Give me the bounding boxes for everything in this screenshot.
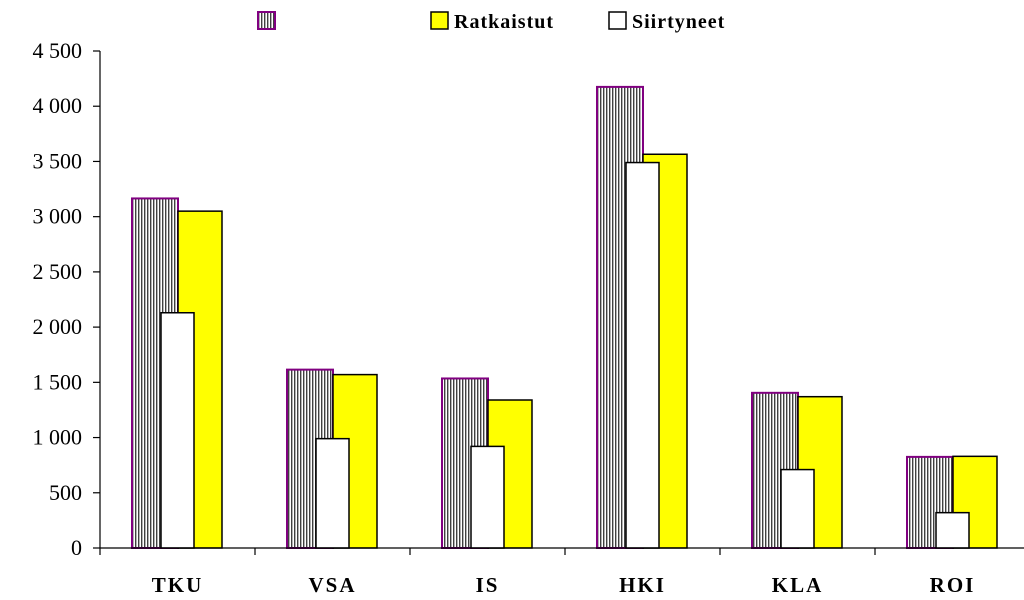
y-tick-label: 0 [71,535,82,560]
bar-siirtyneet [780,468,815,549]
y-tick-label: 3 500 [33,148,83,173]
category-label: ROI [930,573,976,597]
y-tick-label: 2 500 [33,259,83,284]
bar-siirtyneet [470,445,505,549]
category-label: KLA [772,573,824,597]
bar-siirtyneet [315,437,350,549]
bar-siirtyneet [935,511,970,549]
y-tick-label: 4 500 [33,38,83,63]
category-label: VSA [308,573,356,597]
y-tick-label: 500 [49,480,82,505]
y-tick-label: 1 000 [33,425,83,450]
legend: Ratkaistut Siirtyneet [257,11,725,33]
legend-swatch-siirtyneet [608,11,627,30]
x-axis: TKU VSA IS HKI KLA ROI [99,547,1024,597]
y-axis: 0 500 1 000 1 500 2 000 2 500 3 000 3 500 4 000 4… [33,38,101,560]
bar-siirtyneet [160,312,195,549]
y-tick-label: 4 000 [33,93,83,118]
y-tick-label: 3 000 [33,204,83,229]
category-label: HKI [619,573,666,597]
bar-siirtyneet [625,161,660,549]
y-tick-label: 1 500 [33,369,83,394]
plot-area [131,85,998,550]
legend-swatch-ratkaistut [430,11,449,30]
category-label: TKU [152,573,204,597]
legend-label-siirtyneet: Siirtyneet [632,11,725,33]
legend-swatch-series-1 [257,11,276,30]
y-tick-label: 2 000 [33,314,83,339]
category-label: IS [476,573,500,597]
legend-label-ratkaistut: Ratkaistut [454,11,554,33]
